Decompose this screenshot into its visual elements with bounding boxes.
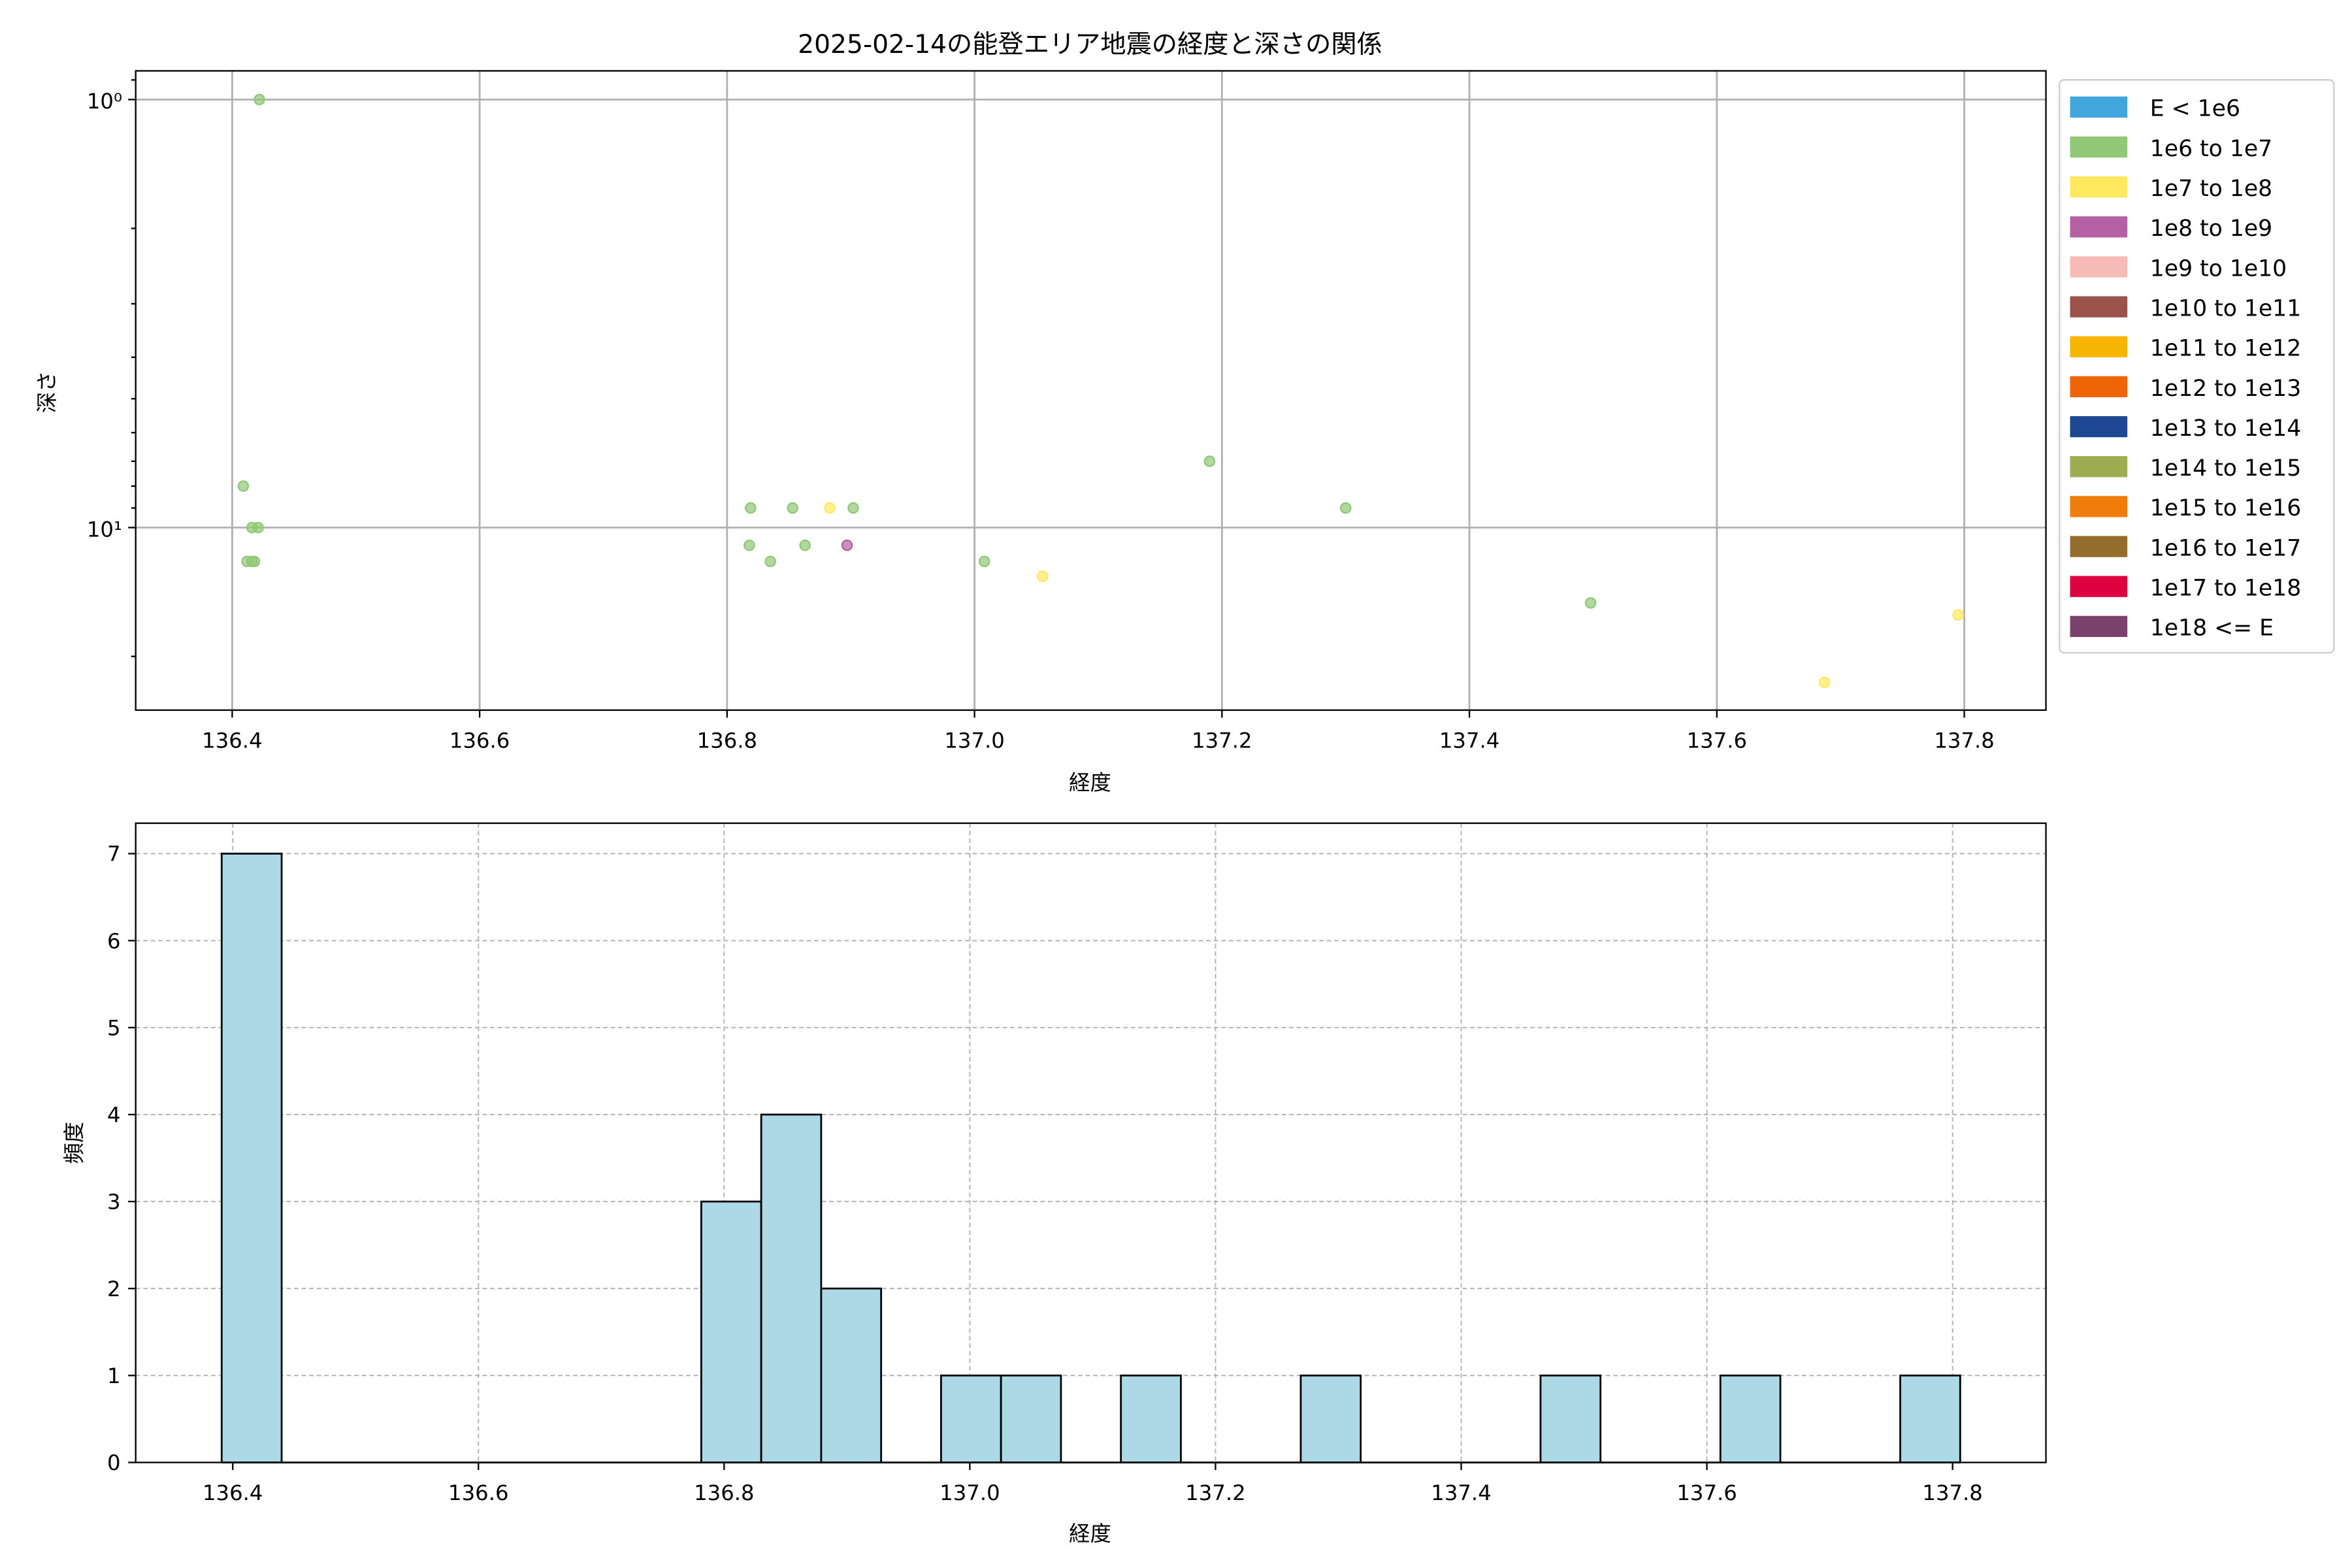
x-tick-label: 137.0 <box>939 1480 1000 1505</box>
histogram-bar <box>220 853 283 1463</box>
legend: E < 1e6 1e6 to 1e7 1e7 to 1e8 1e8 to 1e9 1e9… <box>2059 79 2335 654</box>
y-tick-label: 10¹ <box>87 517 122 542</box>
legend-swatch <box>2070 376 2128 398</box>
x-tick-label: 137.0 <box>944 728 1004 753</box>
data-point <box>253 93 265 106</box>
plot-frame <box>135 822 2047 1463</box>
legend-label: 1e12 to 1e13 <box>2150 376 2301 402</box>
histogram-bar <box>1000 1374 1062 1463</box>
legend-swatch <box>2070 136 2128 158</box>
x-tick-label: 137.2 <box>1192 728 1252 753</box>
histogram-bar <box>1719 1374 1782 1463</box>
data-point <box>1203 455 1216 467</box>
x-tick-label: 136.8 <box>694 1480 754 1505</box>
legend-label: 1e10 to 1e11 <box>2150 295 2301 321</box>
y-tick-label: 7 <box>107 841 121 866</box>
x-tick-label: 137.4 <box>1439 728 1499 753</box>
legend-swatch <box>2070 216 2128 238</box>
legend-swatch <box>2070 296 2128 318</box>
legend-swatch <box>2070 176 2128 198</box>
data-point <box>1952 609 1964 621</box>
data-point <box>799 539 811 551</box>
legend-swatch <box>2070 336 2128 357</box>
data-point <box>787 502 799 514</box>
x-tick-label: 137.6 <box>1676 1480 1737 1505</box>
y-tick-label: 2 <box>107 1277 121 1301</box>
y-tick-label: 1 <box>107 1364 121 1388</box>
x-tick-label: 137.6 <box>1687 728 1747 753</box>
plot-frame <box>135 70 2047 711</box>
legend-label: 1e18 <= E <box>2150 615 2274 642</box>
legend-swatch <box>2070 416 2128 438</box>
scatter-x-label: 経度 <box>1069 770 1111 795</box>
y-tick-label: 3 <box>107 1190 121 1215</box>
scatter-y-label: 深さ <box>35 371 59 414</box>
legend-swatch <box>2070 496 2128 517</box>
histogram-bar <box>1899 1374 1961 1463</box>
histogram-bar <box>1539 1374 1602 1463</box>
legend-label: 1e8 to 1e9 <box>2150 216 2272 242</box>
data-point <box>824 502 836 514</box>
legend-swatch <box>2070 536 2128 557</box>
legend-label: 1e9 to 1e10 <box>2150 255 2287 282</box>
x-tick-label: 136.4 <box>203 1480 263 1505</box>
data-point <box>1339 502 1352 514</box>
legend-label: 1e15 to 1e16 <box>2150 495 2301 521</box>
y-tick-label: 10⁰ <box>87 89 122 114</box>
histogram-bar <box>760 1113 823 1463</box>
x-tick-label: 136.8 <box>697 728 757 753</box>
x-tick-label: 136.6 <box>448 1480 508 1505</box>
data-point <box>252 521 264 534</box>
data-point <box>847 502 859 514</box>
chart-title: 2025-02-14の能登エリア地震の経度と深さの関係 <box>798 30 1382 59</box>
data-point <box>237 480 250 492</box>
histogram-bar <box>940 1374 1002 1463</box>
histogram-bar <box>1299 1374 1362 1463</box>
data-point <box>1036 570 1049 582</box>
x-tick-label: 137.2 <box>1185 1480 1245 1505</box>
legend-label: 1e13 to 1e14 <box>2150 416 2301 442</box>
legend-label: 1e7 to 1e8 <box>2150 176 2272 202</box>
data-point <box>841 539 853 551</box>
data-point <box>1584 597 1597 609</box>
x-tick-label: 137.8 <box>1922 1480 1982 1505</box>
x-tick-label: 136.6 <box>449 728 510 753</box>
data-point <box>764 555 776 568</box>
legend-swatch <box>2070 615 2128 637</box>
legend-label: 1e6 to 1e7 <box>2150 136 2272 162</box>
data-point <box>743 539 755 551</box>
histogram-bar <box>820 1287 883 1463</box>
x-tick-label: 137.8 <box>1934 728 1994 753</box>
x-tick-label: 136.4 <box>202 728 262 753</box>
legend-swatch <box>2070 456 2128 478</box>
legend-label: E < 1e6 <box>2150 96 2240 122</box>
legend-swatch <box>2070 576 2128 597</box>
y-tick-label: 5 <box>107 1015 121 1040</box>
data-point <box>248 555 261 568</box>
legend-box <box>2059 79 2335 654</box>
legend-label: 1e14 to 1e15 <box>2150 455 2301 482</box>
legend-swatch <box>2070 96 2128 118</box>
legend-label: 1e16 to 1e17 <box>2150 535 2301 561</box>
data-point <box>1818 676 1831 689</box>
legend-swatch <box>2070 256 2128 278</box>
y-tick-label: 4 <box>107 1103 121 1128</box>
y-tick-label: 6 <box>107 928 121 953</box>
legend-label: 1e11 to 1e12 <box>2150 336 2301 362</box>
legend-label: 1e17 to 1e18 <box>2150 576 2301 602</box>
hist-x-label: 経度 <box>1069 1521 1111 1546</box>
data-point <box>978 555 990 568</box>
y-tick-label: 0 <box>107 1450 121 1475</box>
scatter-plot: 136.4 136.6 136.8 137.0 137.2 137.4 137.6 137.8… <box>87 70 2047 753</box>
histogram-plot: 136.4 136.6 136.8 137.0 137.2 137.4 137.6 137.8… <box>107 822 2047 1505</box>
x-tick-label: 137.4 <box>1431 1480 1491 1505</box>
histogram-bar <box>1120 1374 1182 1463</box>
data-point <box>745 502 757 514</box>
histogram-bar <box>700 1200 762 1463</box>
hist-y-label: 頻度 <box>62 1122 87 1164</box>
